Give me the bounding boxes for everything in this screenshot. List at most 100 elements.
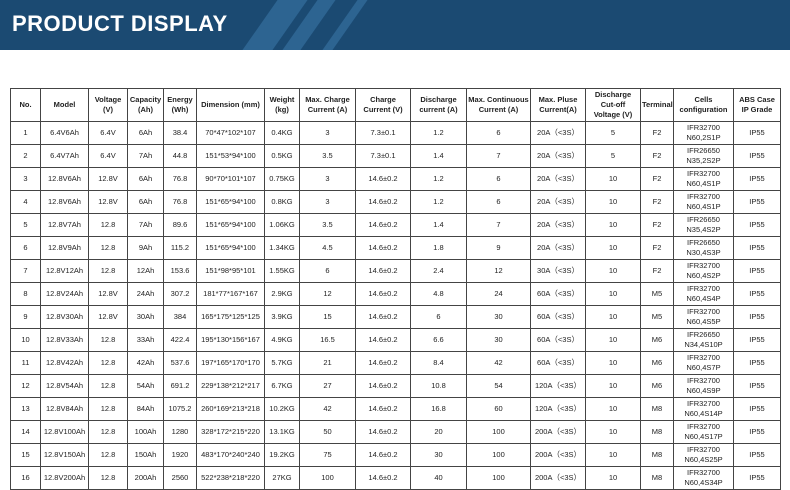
table-cell: 1.4	[410, 213, 467, 237]
table-cell: 14.6±0.2	[355, 466, 411, 490]
table-cell: 10	[585, 374, 641, 398]
table-cell: 10	[585, 443, 641, 467]
table-cell: 3.9KG	[264, 305, 300, 329]
table-cell: IP55	[733, 167, 781, 191]
table-cell: M5	[640, 305, 674, 329]
table-cell: 10	[585, 420, 641, 444]
table-cell: IFR32700 N60,4S34P	[673, 466, 734, 490]
table-cell: 0.5KG	[264, 144, 300, 168]
table-cell: 10.8	[410, 374, 467, 398]
table-cell: 9	[466, 236, 531, 260]
table-cell: IFR26650 N35,4S2P	[673, 213, 734, 237]
table-cell: 5	[585, 144, 641, 168]
table-cell: 260*169*213*218	[196, 397, 265, 421]
table-cell: 10	[585, 190, 641, 214]
table-cell: 10	[585, 213, 641, 237]
table-cell: IFR26650 N30,4S3P	[673, 236, 734, 260]
column-header: Max. Pluse Current(A)	[530, 88, 586, 122]
spec-table: No. Model Voltage (V) Capacity (Ah) Energy (…	[10, 88, 781, 490]
table-cell: 6.4V	[88, 121, 128, 145]
table-cell: 1280	[163, 420, 197, 444]
table-cell: 7Ah	[127, 144, 164, 168]
table-cell: 120A（<3S）	[530, 397, 586, 421]
table-cell: 1.06KG	[264, 213, 300, 237]
table-cell: 24	[466, 282, 531, 306]
table-cell: 2560	[163, 466, 197, 490]
table-cell: F2	[640, 236, 674, 260]
table-cell: 14.6±0.2	[355, 397, 411, 421]
table-cell: 42	[466, 351, 531, 375]
column-header: Discharge current (A)	[410, 88, 467, 122]
table-row: 2 6.4V7Ah 6.4V 7Ah 44.8 151*53*94*100 0.5KG 3.5…	[10, 144, 781, 168]
table-cell: 151*65*94*100	[196, 236, 265, 260]
table-cell: 12.8V200Ah	[40, 466, 89, 490]
table-cell: 33Ah	[127, 328, 164, 352]
table-cell: 200A（<3S）	[530, 420, 586, 444]
table-row: 3 12.8V6Ah 12.8V 6Ah 76.8 90*70*101*107 0.75KG…	[10, 167, 781, 191]
table-cell: 20A（<3S）	[530, 121, 586, 145]
table-cell: 14.6±0.2	[355, 328, 411, 352]
table-cell: IFR32700 N60,4S4P	[673, 282, 734, 306]
table-cell: 10.2KG	[264, 397, 300, 421]
table-cell: 150Ah	[127, 443, 164, 467]
table-cell: 42Ah	[127, 351, 164, 375]
table-cell: 2.9KG	[264, 282, 300, 306]
table-cell: 27	[299, 374, 356, 398]
table-cell: 6.4V	[88, 144, 128, 168]
table-cell: 14.6±0.2	[355, 443, 411, 467]
table-cell: 12.8	[88, 259, 128, 283]
table-cell: 20A（<3S）	[530, 167, 586, 191]
table-cell: 165*175*125*125	[196, 305, 265, 329]
table-cell: M8	[640, 443, 674, 467]
table-cell: 11	[10, 351, 41, 375]
table-cell: 14.6±0.2	[355, 190, 411, 214]
table-cell: IP55	[733, 351, 781, 375]
table-cell: 12.8V12Ah	[40, 259, 89, 283]
banner: PRODUCT DISPLAY	[0, 0, 790, 50]
table-cell: IFR32700 N60,4S7P	[673, 351, 734, 375]
table-cell: 12.8V	[88, 305, 128, 329]
table-cell: 6Ah	[127, 121, 164, 145]
table-cell: 60A（<3S）	[530, 282, 586, 306]
table-cell: 3	[299, 121, 356, 145]
table-cell: 2.4	[410, 259, 467, 283]
table-row: 8 12.8V24Ah 12.8V 24Ah 307.2 181*77*167*167 2.…	[10, 282, 781, 306]
table-cell: 20A（<3S）	[530, 144, 586, 168]
table-cell: 0.75KG	[264, 167, 300, 191]
table-cell: 120A（<3S）	[530, 374, 586, 398]
table-cell: 2	[10, 144, 41, 168]
table-cell: 229*138*212*217	[196, 374, 265, 398]
column-header: ABS Case IP Grade	[733, 88, 781, 122]
table-cell: 1075.2	[163, 397, 197, 421]
table-cell: 12.8	[88, 420, 128, 444]
table-cell: 691.2	[163, 374, 197, 398]
table-cell: 12.8V9Ah	[40, 236, 89, 260]
table-cell: IP55	[733, 282, 781, 306]
table-cell: 9Ah	[127, 236, 164, 260]
table-cell: IFR32700 N60,4S14P	[673, 397, 734, 421]
table-cell: 30	[466, 328, 531, 352]
table-cell: 12Ah	[127, 259, 164, 283]
table-cell: IP55	[733, 305, 781, 329]
table-cell: 3	[299, 167, 356, 191]
table-cell: F2	[640, 259, 674, 283]
table-cell: 84Ah	[127, 397, 164, 421]
column-header: Max. Charge Current (A)	[299, 88, 356, 122]
table-cell: 483*170*240*240	[196, 443, 265, 467]
table-row: 7 12.8V12Ah 12.8 12Ah 153.6 151*98*95*101 1.55…	[10, 259, 781, 283]
table-cell: IP55	[733, 121, 781, 145]
table-cell: 12.8V	[88, 167, 128, 191]
table-cell: IFR26650 N35,2S2P	[673, 144, 734, 168]
table-cell: 24Ah	[127, 282, 164, 306]
table-cell: 44.8	[163, 144, 197, 168]
table-cell: 12.8V150Ah	[40, 443, 89, 467]
table-cell: 20A（<3S）	[530, 236, 586, 260]
table-cell: 76.8	[163, 190, 197, 214]
table-cell: 12.8V	[88, 190, 128, 214]
table-row: 9 12.8V30Ah 12.8V 30Ah 384 165*175*125*125 3.9…	[10, 305, 781, 329]
table-cell: 422.4	[163, 328, 197, 352]
table-cell: IP55	[733, 466, 781, 490]
table-cell: 19.2KG	[264, 443, 300, 467]
table-cell: 12.8V7Ah	[40, 213, 89, 237]
table-cell: 15	[10, 443, 41, 467]
